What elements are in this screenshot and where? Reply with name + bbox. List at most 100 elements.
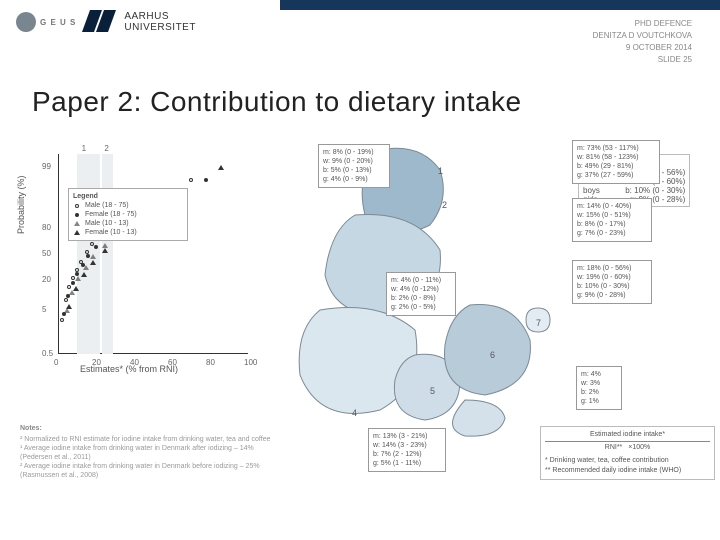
- callout-line: g: 37% (27 - 59%): [577, 171, 655, 180]
- callout-line: m: 18% (0 - 56%): [577, 264, 647, 273]
- callout-line: b: 2% (0 - 8%): [391, 294, 451, 303]
- callout-line: m: 4% (0 - 11%): [391, 276, 451, 285]
- callout-line: w: 3%: [581, 379, 617, 388]
- geus-text: G E U S: [40, 18, 76, 27]
- region-label: 2: [442, 200, 447, 210]
- region-label: 1: [438, 166, 443, 176]
- x-tick: 100: [244, 358, 257, 367]
- page-title: Paper 2: Contribution to dietary intake: [32, 86, 720, 118]
- data-point: [66, 304, 72, 309]
- map-callout: m: 73% (53 - 117%)w: 81% (58 - 123%)b: 4…: [572, 140, 660, 184]
- university-name: AARHUS UNIVERSITET: [124, 11, 196, 33]
- data-point: [90, 254, 96, 259]
- legend-item: Female (10 - 13): [73, 228, 183, 237]
- callout-line: w: 81% (58 - 123%): [577, 153, 655, 162]
- map-callout: m: 4% (0 - 11%)w: 4% (0 -12%)b: 2% (0 - …: [386, 272, 456, 316]
- legend-label: Male (18 - 75): [85, 201, 129, 210]
- callout-line: w: 19% (0 - 60%): [577, 273, 647, 282]
- data-point: [71, 281, 75, 285]
- legend-title: Legend: [73, 192, 183, 201]
- map-callout: m: 13% (3 - 21%)w: 14% (3 - 23%)b: 7% (2…: [368, 428, 446, 472]
- legend-label: Female (10 - 13): [85, 228, 137, 237]
- data-point: [64, 298, 68, 302]
- data-point: [218, 165, 224, 170]
- x-tick: 0: [54, 358, 58, 367]
- map-callout: m: 14% (0 - 40%)w: 15% (0 - 51%)b: 8% (0…: [572, 198, 652, 242]
- callout-line: g: 4% (0 - 9%): [323, 175, 385, 184]
- formula-foot2: ** Recommended daily iodine intake (WHO): [545, 466, 710, 476]
- header-meta: PHD DEFENCE DENITZA D VOUTCHKOVA 9 OCTOB…: [593, 18, 692, 66]
- callout-line: g: 7% (0 - 23%): [577, 229, 647, 238]
- map-callout: m: 4%w: 3%b: 2%g: 1%: [576, 366, 622, 410]
- data-point: [102, 248, 108, 253]
- legend-item: Female (18 - 75): [73, 210, 183, 219]
- hdr-author: DENITZA D VOUTCHKOVA: [593, 30, 692, 42]
- data-point: [60, 318, 64, 322]
- legend-item: Male (18 - 75): [73, 201, 183, 210]
- plot-shade-band: [102, 154, 113, 354]
- callout-line: b: 49% (29 - 81%): [577, 162, 655, 171]
- geus-logo: G E U S: [16, 12, 76, 32]
- logo-block: G E U S AARHUS UNIVERSITET: [16, 10, 196, 34]
- callout-line: m: 4%: [581, 370, 617, 379]
- header-accent-bar: [280, 0, 720, 10]
- y-tick: 5: [42, 305, 46, 314]
- data-point: [83, 265, 89, 270]
- callout-line: m: 13% (3 - 21%): [373, 432, 441, 441]
- callout-line: b: 7% (2 - 12%): [373, 450, 441, 459]
- plot-top-label: 2: [104, 144, 108, 153]
- callout-line: w: 4% (0 -12%): [391, 285, 451, 294]
- region-lolland: [453, 400, 506, 436]
- note-line: ² Normalized to RNI estimate for iodine …: [20, 435, 280, 444]
- x-tick: 40: [130, 358, 139, 367]
- callout-line: b: 10% (0 - 30%): [577, 282, 647, 291]
- y-tick: 99: [42, 162, 51, 171]
- callout-line: m: 73% (53 - 117%): [577, 144, 655, 153]
- figure-area: Probability (%) Estimates* (% from RNI) …: [20, 140, 700, 522]
- uni-line2: UNIVERSITET: [124, 22, 196, 33]
- callout-line: b: 8% (0 - 17%): [577, 220, 647, 229]
- callout-line: g: 9% (0 - 28%): [577, 291, 647, 300]
- formula-suffix: ×100%: [628, 444, 650, 451]
- formula-bot-text: RNI**: [605, 444, 623, 451]
- hdr-slide-no: SLIDE 25: [593, 54, 692, 66]
- y-tick: 0.5: [42, 349, 53, 358]
- legend-item: Male (10 - 13): [73, 219, 183, 228]
- row-label: boys: [583, 186, 617, 195]
- note-line: ² Average iodine intake from drinking wa…: [20, 462, 280, 480]
- formula-denominator: RNI** ×100%: [545, 442, 710, 453]
- formula-numerator: Estimated iodine intake*: [545, 430, 710, 442]
- plot-top-label: 1: [82, 144, 86, 153]
- plot-legend: LegendMale (18 - 75)Female (18 - 75)Male…: [68, 188, 188, 241]
- notes-heading: Notes:: [20, 424, 280, 433]
- x-tick: 60: [168, 358, 177, 367]
- legend-label: Male (10 - 13): [85, 219, 129, 228]
- callout-line: g: 5% (1 - 11%): [373, 459, 441, 468]
- uni-line1: AARHUS: [124, 11, 196, 22]
- hdr-event: PHD DEFENCE: [593, 18, 692, 30]
- hdr-date: 9 OCTOBER 2014: [593, 42, 692, 54]
- formula-box: Estimated iodine intake* RNI** ×100% * D…: [540, 426, 715, 480]
- callout-line: g: 2% (0 - 5%): [391, 303, 451, 312]
- callout-line: w: 15% (0 - 51%): [577, 211, 647, 220]
- y-tick: 20: [42, 275, 51, 284]
- y-tick: 50: [42, 249, 51, 258]
- slide-header: G E U S AARHUS UNIVERSITET PHD DEFENCE D…: [0, 0, 720, 72]
- x-tick: 20: [92, 358, 101, 367]
- data-point: [102, 243, 108, 248]
- table-row: boys b: 10% (0 - 30%): [583, 186, 685, 195]
- geus-globe-icon: [16, 12, 36, 32]
- region-label: 4: [352, 408, 357, 418]
- formula-foot1: * Drinking water, tea, coffee contributi…: [545, 456, 710, 466]
- probability-plot: Probability (%) Estimates* (% from RNI) …: [20, 154, 260, 414]
- region-label: 7: [536, 318, 541, 328]
- x-tick: 80: [206, 358, 215, 367]
- callout-line: w: 9% (0 - 20%): [323, 157, 385, 166]
- callout-line: m: 14% (0 - 40%): [577, 202, 647, 211]
- callout-line: g: 1%: [581, 397, 617, 406]
- row-value: b: 10% (0 - 30%): [625, 186, 685, 195]
- data-point: [62, 312, 66, 316]
- map-callout: m: 8% (0 - 19%)w: 9% (0 - 20%)b: 5% (0 -…: [318, 144, 390, 188]
- y-axis-label: Probability (%): [16, 175, 26, 234]
- legend-label: Female (18 - 75): [85, 210, 137, 219]
